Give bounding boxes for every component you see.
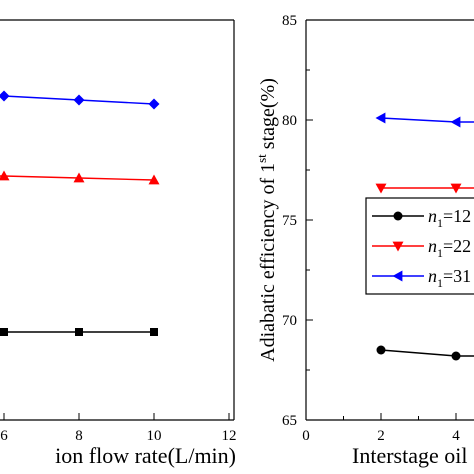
left-data-point [0, 90, 10, 102]
right-data-point [450, 116, 461, 128]
legend-marker [392, 241, 404, 252]
left-data-point [0, 328, 8, 336]
left-data-point [73, 172, 85, 183]
right-y-tick-label: 80 [282, 113, 297, 129]
right-y-axis-label: Adiabatic efficiency of 1st stage(%) [254, 78, 279, 362]
right-y-tick-label: 65 [282, 413, 297, 429]
legend-marker [393, 211, 403, 221]
right-x-tick-label: 2 [377, 428, 385, 444]
left-data-point [148, 174, 160, 185]
left-x-tick-label: 8 [75, 428, 83, 444]
legend-label: n1=31 [428, 266, 471, 290]
right-y-axis-label-superscript: st [254, 154, 269, 163]
legend: n1=12 n1=22 n1=31 [365, 197, 474, 295]
right-x-tick-label: 0 [302, 428, 310, 444]
left-x-axis-label: ion flow rate(L/min) [55, 443, 236, 468]
left-x-tick-label: 6 [0, 428, 8, 444]
left-x-tick-label: 12 [222, 428, 237, 444]
left-chart: 6 8 10 12 ion flow rate(L/min) [0, 19, 237, 468]
left-data-point [0, 170, 10, 181]
right-x-tick-label: 4 [452, 428, 460, 444]
left-data-point [73, 94, 85, 106]
right-y-tick-label: 70 [282, 313, 297, 329]
right-data-point [450, 183, 462, 194]
left-data-point [75, 328, 83, 336]
right-y-tick-label: 85 [282, 13, 297, 29]
legend-label: n1=12 [428, 206, 471, 230]
right-data-point [451, 351, 461, 361]
left-data-point [148, 98, 160, 110]
right-data-point [376, 345, 386, 355]
right-data-point [375, 183, 387, 194]
right-chart: 0 2 4 65 70 75 80 85 Adiabatic efficiency of 1s… [254, 13, 474, 468]
right-y-tick-label: 75 [282, 213, 297, 229]
left-x-tick-label: 10 [147, 428, 162, 444]
legend-marker [392, 270, 403, 282]
legend-label: n1=22 [428, 236, 471, 260]
right-data-point [375, 112, 386, 124]
right-x-axis-label: Interstage oil [352, 443, 467, 468]
right-series-line [380, 117, 474, 123]
left-data-point [150, 328, 158, 336]
